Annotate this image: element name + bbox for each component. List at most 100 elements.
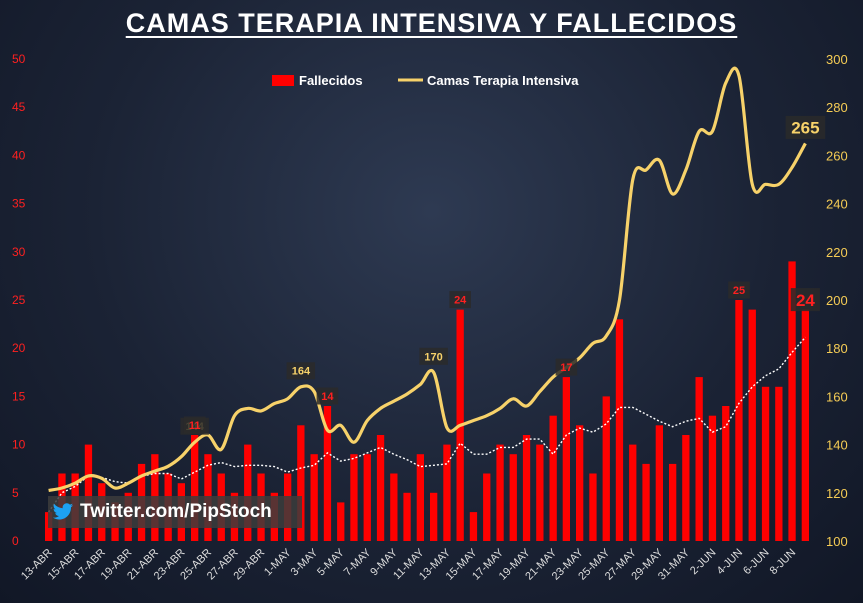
bar-fallecidos [562,377,570,541]
y-left-tick-label: 50 [12,52,26,66]
y-right-tick-label: 280 [826,100,848,115]
annotation-box-fallecidos [449,291,471,309]
bar-fallecidos [549,415,557,541]
y-right-tick-label: 200 [826,293,848,308]
bar-fallecidos [430,492,438,541]
y-left-tick-label: 20 [12,341,26,355]
bar-fallecidos [602,396,610,541]
annotation-label-camas: 164 [292,366,311,378]
bar-fallecidos [642,463,650,541]
bar-fallecidos [496,444,504,541]
bar-fallecidos [84,444,93,541]
y-right-tick-label: 240 [826,197,848,212]
bar-fallecidos [390,473,398,541]
legend-label-fallecidos: Fallecidos [299,73,363,88]
legend-label-camas: Camas Terapia Intensiva [427,73,579,88]
bar-fallecidos [615,319,624,541]
annotation-box-fallecidos [316,387,339,405]
x-tick-label: 8-JUN [768,547,799,578]
bar-fallecidos [775,386,783,541]
bar-fallecidos [576,425,584,541]
annotation-box-fallecidos [555,358,578,376]
bar-fallecidos [310,454,318,541]
y-left-tick-label: 30 [12,245,26,259]
y-left-tick-label: 40 [12,148,26,162]
annotation-label-fallecidos: 24 [454,295,467,307]
y-left-tick-label: 0 [12,534,19,548]
bar-fallecidos [469,512,478,541]
annotation-box-fallecidos [728,281,750,299]
x-tick-label: 5-MAY [315,546,347,578]
annotation-box-camas [785,115,826,139]
y-right-tick-label: 260 [826,148,848,163]
y-left-tick-label: 35 [12,197,26,211]
bar-fallecidos [761,386,770,541]
y-right-tick-label: 100 [826,534,848,549]
annotation-label-fallecidos: 25 [733,285,745,297]
bar-fallecidos [337,502,345,541]
twitter-handle: Twitter.com/PipStoch [80,501,272,522]
y-left-tick-label: 25 [12,293,26,307]
y-right-tick-label: 120 [826,486,848,501]
y-left-tick-label: 10 [12,438,26,452]
bar-fallecidos [801,309,809,541]
bar-fallecidos [483,473,491,541]
bar-fallecidos [244,444,252,541]
bar-fallecidos [788,261,796,541]
bar-fallecidos [323,406,332,541]
x-tick-label: 4-JUN [715,547,746,578]
annotation-label-fallecidos: 14 [321,391,334,403]
y-left-tick-label: 45 [12,100,26,114]
bar-fallecidos [297,425,305,541]
bar-fallecidos [655,425,663,541]
x-tick-label: 3-MAY [289,546,321,578]
bar-fallecidos [443,444,451,541]
bar-fallecidos [536,444,544,541]
trend-line-fallecidos [48,336,806,513]
annotation-box-camas [419,347,448,365]
y-right-tick-label: 160 [826,389,848,404]
legend: Fallecidos Camas Terapia Intensiva [272,73,579,88]
twitter-bird-icon [52,503,74,520]
y-right-tick-label: 180 [826,341,848,356]
bar-fallecidos [509,454,517,541]
bar-fallecidos [748,309,756,541]
bar-fallecidos [191,435,199,541]
annotation-box-fallecidos [183,416,206,434]
y-left-tick-label: 15 [12,389,26,403]
chart-title: CAMAS TERAPIA INTENSIVA Y FALLECIDOS [125,8,738,38]
annotation-label-fallecidos: 11 [189,420,201,432]
x-tick-label: 1-MAY [262,546,294,578]
twitter-watermark: Twitter.com/PipStoch [48,496,302,528]
bar-fallecidos [682,435,690,541]
annotation-label-camas: 265 [791,119,819,138]
annotation-label-fallecidos: 17 [560,362,572,374]
line-camas-terapia [48,66,807,492]
x-tick-label: 7-MAY [342,546,374,578]
annotation-box-camas [286,362,316,380]
annotation-label-fallecidos: 24 [796,291,815,310]
bar-fallecidos [416,454,424,541]
bar-fallecidos [376,435,385,541]
bar-fallecidos [589,473,597,541]
bar-fallecidos [722,406,730,541]
x-tick-label: 2-JUN [688,547,719,578]
bar-fallecidos [708,415,717,541]
bar-fallecidos [522,435,531,541]
legend-swatch-fallecidos [272,75,294,86]
bar-fallecidos [735,300,743,541]
annotation-label-camas: 170 [424,351,442,363]
y-right-tick-label: 300 [826,52,848,67]
bar-fallecidos [669,463,677,541]
bar-fallecidos [695,377,703,541]
annotation-box-fallecidos [790,288,820,312]
bar-fallecidos [629,444,637,541]
y-left-tick-label: 5 [12,486,19,500]
x-tick-label: 6-JUN [741,547,772,578]
bar-fallecidos [350,454,358,541]
bar-fallecidos [403,492,411,541]
y-right-tick-label: 220 [826,245,848,260]
bar-fallecidos [363,454,371,541]
y-right-tick-label: 140 [826,438,848,453]
